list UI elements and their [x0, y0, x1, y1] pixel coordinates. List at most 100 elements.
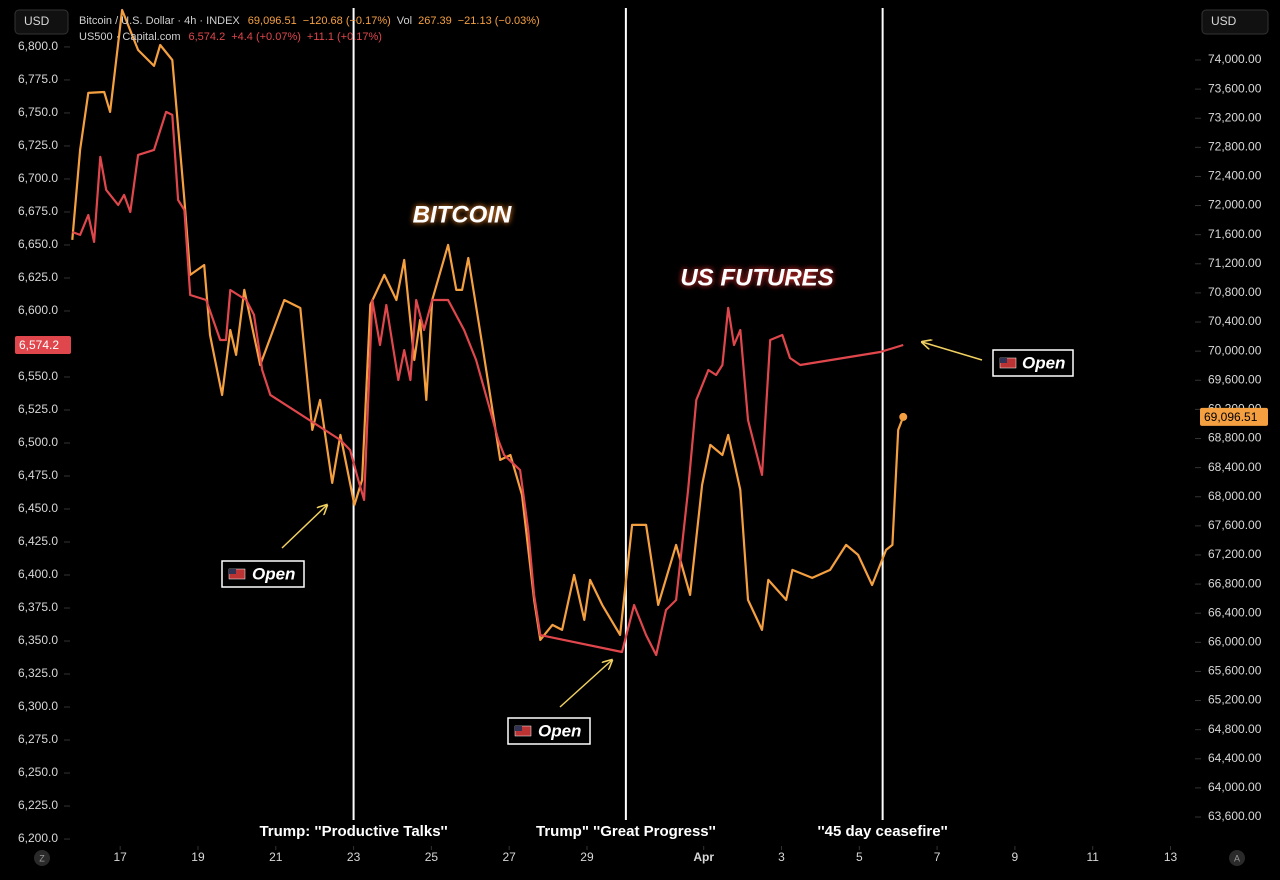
y-tick-label: 6,425.0	[18, 534, 58, 548]
x-tick-label: Apr	[693, 850, 714, 864]
legend-value: +4.4 (+0.07%)	[231, 31, 301, 43]
y-tick-label: 6,225.0	[18, 798, 58, 812]
y2-tick-label: 66,800.00	[1208, 576, 1262, 590]
usd-right[interactable]: USD	[1201, 9, 1269, 35]
price-badge-label: 69,096.51	[1204, 410, 1258, 424]
y2-tick-label: 69,600.00	[1208, 372, 1262, 386]
open-label: Open	[252, 564, 295, 583]
legend-name: US500 · Capital.com	[79, 31, 181, 43]
y2-tick-label: 70,400.00	[1208, 314, 1262, 328]
y2-tick-label: 74,000.00	[1208, 52, 1262, 66]
x-tick-label: 27	[503, 850, 517, 864]
open-box: Open	[992, 349, 1074, 377]
button-label[interactable]: Z	[39, 853, 45, 863]
y2-tick-label: 66,400.00	[1208, 605, 1262, 619]
plot: Trump: ''Productive Talks'' Trump" ''Grea…	[71, 8, 948, 840]
y-tick-label: 6,400.0	[18, 567, 58, 581]
y2-tick-label: 63,600.00	[1208, 809, 1262, 823]
y2-tick-label: 67,200.00	[1208, 547, 1262, 561]
x-tick-label: 17	[114, 850, 128, 864]
y2-tick-label: 66,000.00	[1208, 634, 1262, 648]
y2-tick-label: 72,400.00	[1208, 169, 1262, 183]
y2-tick-label: 72,800.00	[1208, 139, 1262, 153]
arrow	[559, 660, 612, 708]
legend-name: Bitcoin / U.S. Dollar · 4h · INDEX	[79, 15, 240, 27]
y-tick-label: 6,325.0	[18, 666, 58, 680]
x-tick-label: 3	[778, 850, 785, 864]
button-label[interactable]: A	[1234, 853, 1240, 863]
y-tick-label: 6,525.0	[18, 402, 58, 416]
corner-button[interactable]: Z	[34, 850, 50, 866]
y2-tick-label: 73,200.00	[1208, 110, 1262, 124]
x-tick-label: 29	[580, 850, 594, 864]
flag	[229, 569, 236, 574]
y-tick-label: 6,550.0	[18, 369, 58, 383]
open-label: Open	[1022, 353, 1065, 372]
legend-value: +11.1 (+0.17%)	[307, 31, 382, 43]
y-tick-label: 6,300.0	[18, 699, 58, 713]
y-tick-label: 6,350.0	[18, 633, 58, 647]
y2-tick-label: 70,000.00	[1208, 343, 1262, 357]
open-box: Open	[221, 560, 305, 588]
series-line	[71, 110, 904, 657]
last-dot	[899, 412, 908, 421]
x-tick-label: 19	[191, 850, 205, 864]
y-tick-label: 6,450.0	[18, 501, 58, 515]
y2-tick-label: 73,600.00	[1208, 81, 1262, 95]
y-tick-label: 6,725.0	[18, 138, 58, 152]
button[interactable]	[34, 850, 50, 866]
annotations: BITCOIN US FUTURES Open Open Open	[221, 201, 1074, 745]
y-tick-label: 6,500.0	[18, 435, 58, 449]
x-tick-label: 13	[1164, 850, 1178, 864]
legend-value: 6,574.2	[189, 31, 226, 43]
y2-tick-label: 65,600.00	[1208, 664, 1262, 678]
open-box: Open	[507, 717, 591, 745]
y2-tick-label: 65,200.00	[1208, 693, 1262, 707]
price-badge	[15, 336, 71, 355]
usd-box[interactable]	[1201, 9, 1269, 35]
y2-tick-label: 68,800.00	[1208, 431, 1262, 445]
y2-tick-label: 71,200.00	[1208, 256, 1262, 270]
y2-tick-label: 71,600.00	[1208, 227, 1262, 241]
y-tick-label: 6,750.0	[18, 105, 58, 119]
y-tick-label: 6,625.0	[18, 270, 58, 284]
y-tick-label: 6,250.0	[18, 765, 58, 779]
legend-value: −120.68 (−0.17%)	[303, 15, 391, 27]
y-tick-label: 6,775.0	[18, 72, 58, 86]
y2-tick-label: 64,400.00	[1208, 751, 1262, 765]
legend-value: Vol	[397, 15, 412, 27]
y-tick-label: 6,200.0	[18, 831, 58, 845]
annotation: BITCOIN	[413, 201, 512, 228]
x-tick-label: 21	[269, 850, 283, 864]
usd-left[interactable]: USD	[14, 9, 69, 35]
usd-label[interactable]: USD	[1211, 14, 1237, 28]
y-tick-label: 6,700.0	[18, 171, 58, 185]
y-tick-label: 6,475.0	[18, 468, 58, 482]
legend-value: −21.13 (−0.03%)	[458, 15, 540, 27]
x-tick-label: 5	[856, 850, 863, 864]
y2-tick-label: 64,000.00	[1208, 780, 1262, 794]
usd-box[interactable]	[14, 9, 69, 35]
x-tick-label: 11	[1086, 850, 1099, 864]
button[interactable]	[1229, 850, 1245, 866]
y-tick-label: 6,375.0	[18, 600, 58, 614]
x-tick-label: 25	[425, 850, 439, 864]
x-tick-label: 7	[934, 850, 941, 864]
x-tick-label: 9	[1012, 850, 1019, 864]
corner-button[interactable]: A	[1229, 850, 1245, 866]
annotation: US FUTURES	[680, 264, 833, 291]
usd-label[interactable]: USD	[24, 14, 50, 28]
y2-tick-label: 70,800.00	[1208, 285, 1262, 299]
y-tick-label: 6,800.0	[18, 39, 58, 53]
y-tick-label: 6,675.0	[18, 204, 58, 218]
y2-tick-label: 72,000.00	[1208, 198, 1262, 212]
box	[507, 717, 591, 745]
arrow	[281, 505, 327, 549]
y-tick-label: 6,600.0	[18, 303, 58, 317]
y2-tick-label: 67,600.00	[1208, 518, 1262, 532]
y2-tick-label: 68,000.00	[1208, 489, 1262, 503]
y-tick-label: 6,275.0	[18, 732, 58, 746]
y2-tick-label: 68,400.00	[1208, 460, 1262, 474]
series-line	[71, 8, 905, 641]
